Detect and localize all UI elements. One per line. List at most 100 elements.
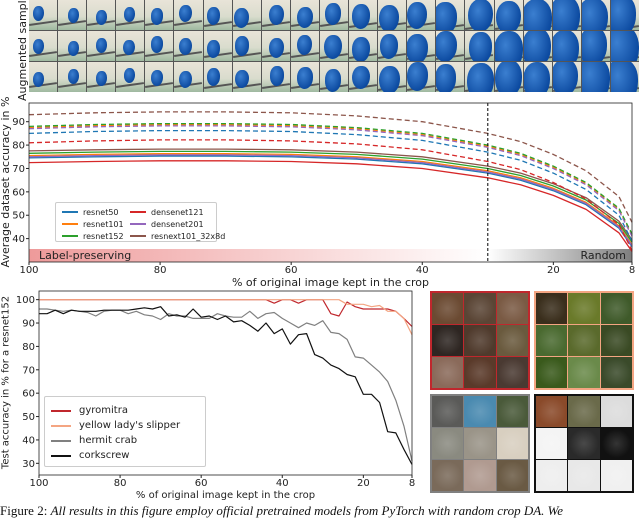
legend-swatch: [130, 211, 146, 213]
x-tick-label: 100: [19, 265, 38, 276]
image-grid-yellow-lady-s-slipper: [534, 291, 634, 390]
augmented-sample: [203, 31, 232, 61]
legend-resnet101: resnet101: [62, 218, 130, 230]
legend-label: yellow lady's slipper: [79, 420, 181, 431]
bottom-chart-xlabel: % of original image kept in the crop: [135, 490, 316, 501]
x-tick-label: 40: [276, 478, 289, 489]
sample-image: [568, 460, 600, 491]
image-grid-gyromitra: [430, 291, 530, 390]
augmented-sample: [232, 0, 261, 30]
legend-swatch: [51, 409, 71, 412]
augmented-sample: [581, 0, 610, 30]
x-tick-label: 20: [547, 265, 560, 276]
bird-image: [179, 71, 192, 89]
axes-frame: [28, 102, 633, 263]
sample-image: [568, 428, 600, 459]
x-tick-label: 60: [285, 265, 298, 276]
bird-image: [95, 37, 107, 54]
sample-image: [496, 325, 528, 356]
bird-image: [269, 66, 284, 86]
bird-image: [234, 36, 249, 56]
sample-image: [432, 428, 464, 459]
series-line-yellow-lady-s-slipper: [39, 299, 413, 335]
bird-image: [324, 35, 342, 60]
bird-image: [297, 34, 313, 56]
augmented-sample: [174, 62, 203, 92]
augmented-sample: [494, 0, 523, 30]
bird-image: [32, 39, 44, 54]
series-line-resnet101-solid: [28, 153, 633, 245]
legend-densenet201: densenet201: [130, 218, 216, 230]
band-label: Label-preserving: [39, 249, 131, 262]
bird-image: [324, 68, 342, 92]
legend-label: densenet201: [151, 219, 204, 229]
axes-frame: [38, 290, 413, 476]
augmented-sample: [58, 31, 87, 61]
series-line-resnet101-dashed: [28, 124, 633, 236]
x-tick-label: 8: [409, 478, 415, 489]
augmented-sample: [319, 62, 349, 92]
caption-text: All results in this figure employ offici…: [50, 503, 564, 518]
augmented-sample: [378, 31, 407, 61]
legend-swatch: [51, 424, 71, 427]
augmented-sample: [87, 0, 116, 30]
sample-image: [568, 325, 600, 356]
augmented-sample: [319, 31, 349, 61]
legend-swatch: [62, 235, 78, 237]
augmented-sample: [349, 0, 378, 30]
bird-image: [610, 31, 639, 61]
y-tick-label: 50: [12, 211, 25, 222]
bird-image: [95, 9, 107, 26]
y-tick-label: 100: [16, 295, 35, 306]
bird-image: [234, 8, 249, 28]
sample-image: [464, 428, 496, 459]
augmented-sample: [378, 62, 407, 92]
y-tick-label: 90: [22, 319, 35, 330]
series-line-resnet50-dashed: [28, 129, 633, 242]
legend-label: hermit crab: [79, 435, 138, 446]
bird-image: [123, 67, 136, 84]
sample-image: [432, 396, 464, 427]
sample-image: [464, 325, 496, 356]
augmented-sample: [494, 62, 523, 92]
top-chart-legend: resnet50 resnet101 resnet152 densenet121…: [55, 202, 225, 242]
bird-image: [581, 0, 609, 30]
bird-image: [151, 69, 164, 86]
image-grid-corkscrew: [534, 394, 634, 493]
y-tick-label: 60: [12, 187, 25, 198]
bird-image: [610, 62, 638, 92]
series-line-densenet121-solid: [28, 160, 633, 252]
sample-image: [432, 325, 464, 356]
bird-image: [494, 31, 523, 61]
augmented-sample: [174, 31, 203, 61]
augmented-sample: [145, 62, 174, 92]
bird-image: [297, 6, 313, 28]
bird-image: [523, 0, 552, 30]
y-tick-label: 30: [22, 459, 35, 470]
bird-image: [206, 67, 221, 86]
y-tick-label: 40: [22, 435, 35, 446]
bird-image: [207, 6, 220, 25]
bird-image: [379, 34, 399, 59]
x-tick-label: 100: [29, 478, 48, 489]
augmented-sample: [174, 0, 203, 30]
legend-densenet121: densenet121: [130, 206, 216, 218]
bottom-chart-ylabel: Test accuracy in % for a resnet152: [0, 295, 12, 470]
augmented-sample: [465, 62, 494, 92]
legend-swatch: [130, 223, 146, 225]
legend-label: resnext101_32x8d: [151, 231, 226, 241]
bird-image: [467, 63, 494, 92]
legend-swatch: [51, 439, 71, 442]
legend-resnet152: resnet152: [62, 230, 130, 242]
y-tick-label: 80: [22, 342, 35, 353]
bird-image: [325, 3, 341, 25]
augmented-sample: [610, 0, 639, 30]
y-tick-label: 90: [12, 117, 25, 128]
band-label-preserving: [29, 249, 488, 262]
augmented-sample: [407, 0, 436, 30]
y-tick-label: 50: [22, 412, 35, 423]
augmented-sample: [87, 62, 116, 92]
sample-image: [600, 325, 632, 356]
bird-image: [523, 62, 551, 92]
